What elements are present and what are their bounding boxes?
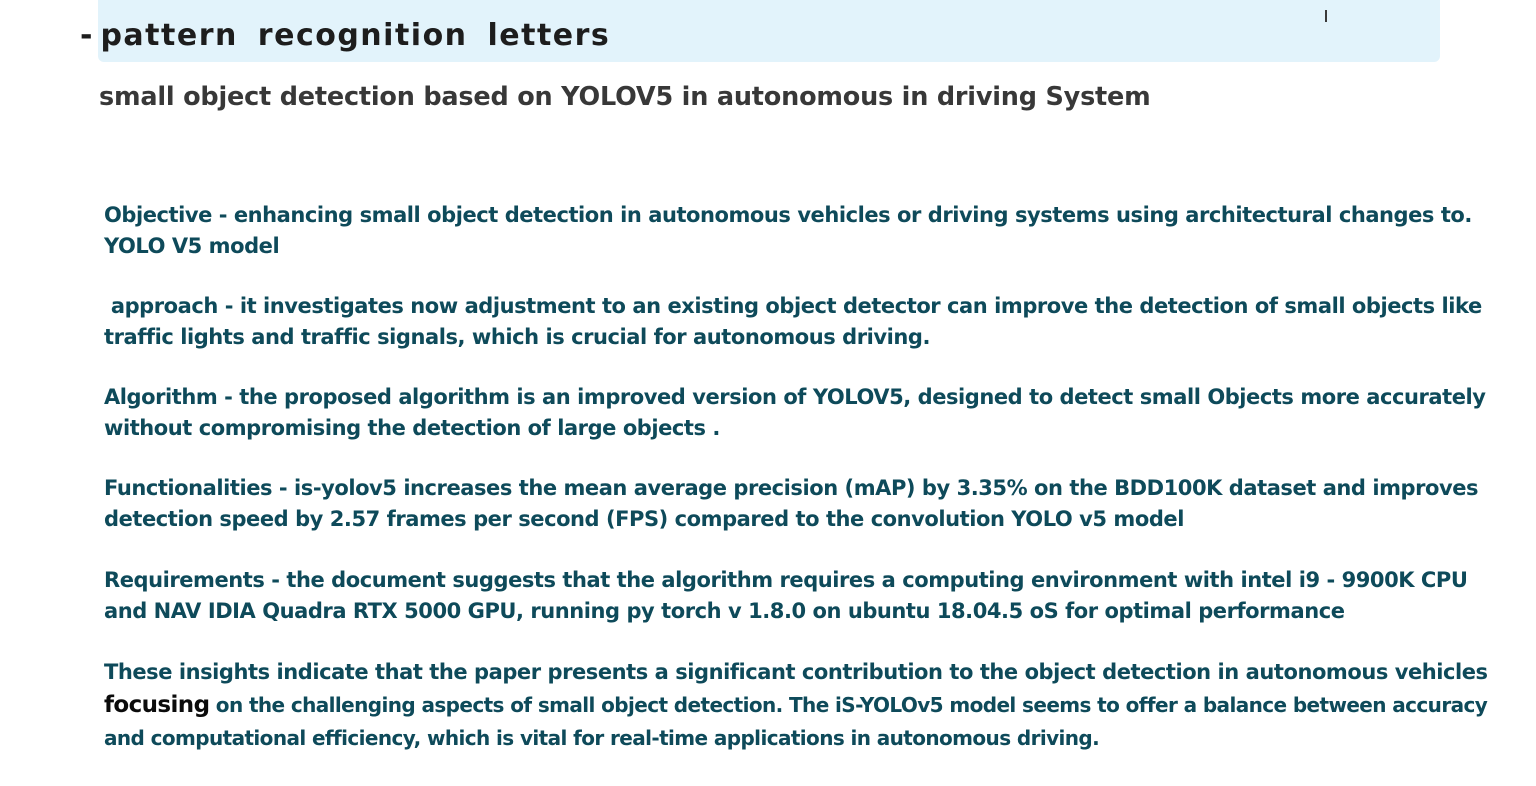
approach-line-1: approach - it investigates now adjustmen… [104,294,1482,318]
page-title: pattern recognition letters [100,18,611,53]
title-highlight-band [98,0,1440,62]
insights-line-3: and computational efficiency, which is v… [104,726,1100,750]
insights-line-2-rest: on the challenging aspects of small obje… [209,693,1488,717]
requirements-line-2: and NAV IDIA Quadra RTX 5000 GPU, runnin… [104,599,1345,623]
bullet-dash: - [80,18,93,53]
objective-line-2: YOLO V5 model [104,234,280,258]
approach-line-2: traffic lights and traffic signals, whic… [104,325,930,349]
header: - pattern recognition letters [80,18,610,53]
insights-line-2: focusing on the challenging aspects of s… [104,689,1488,722]
stray-pen-mark [1325,10,1327,22]
algorithm-line-2: without compromising the detection of la… [104,416,720,440]
algorithm-paragraph: Algorithm - the proposed algorithm is an… [104,382,1486,444]
insights-paragraph: These insights indicate that the paper p… [104,656,1488,755]
requirements-line-1: Requirements - the document suggests tha… [104,568,1468,592]
functionalities-line-1: Functionalities - is-yolov5 increases th… [104,476,1479,500]
requirements-paragraph: Requirements - the document suggests tha… [104,565,1468,627]
functionalities-line-2: detection speed by 2.57 frames per secon… [104,507,1184,531]
algorithm-line-1: Algorithm - the proposed algorithm is an… [104,385,1486,409]
approach-paragraph: approach - it investigates now adjustmen… [104,291,1482,353]
paper-title: small object detection based on YOLOV5 i… [99,82,1151,112]
insights-lead-word: focusing [104,692,210,718]
insights-line-1: These insights indicate that the paper p… [104,660,1488,684]
objective-line-1: Objective - enhancing small object detec… [104,203,1472,227]
objective-paragraph: Objective - enhancing small object detec… [104,200,1472,262]
functionalities-paragraph: Functionalities - is-yolov5 increases th… [104,473,1479,535]
